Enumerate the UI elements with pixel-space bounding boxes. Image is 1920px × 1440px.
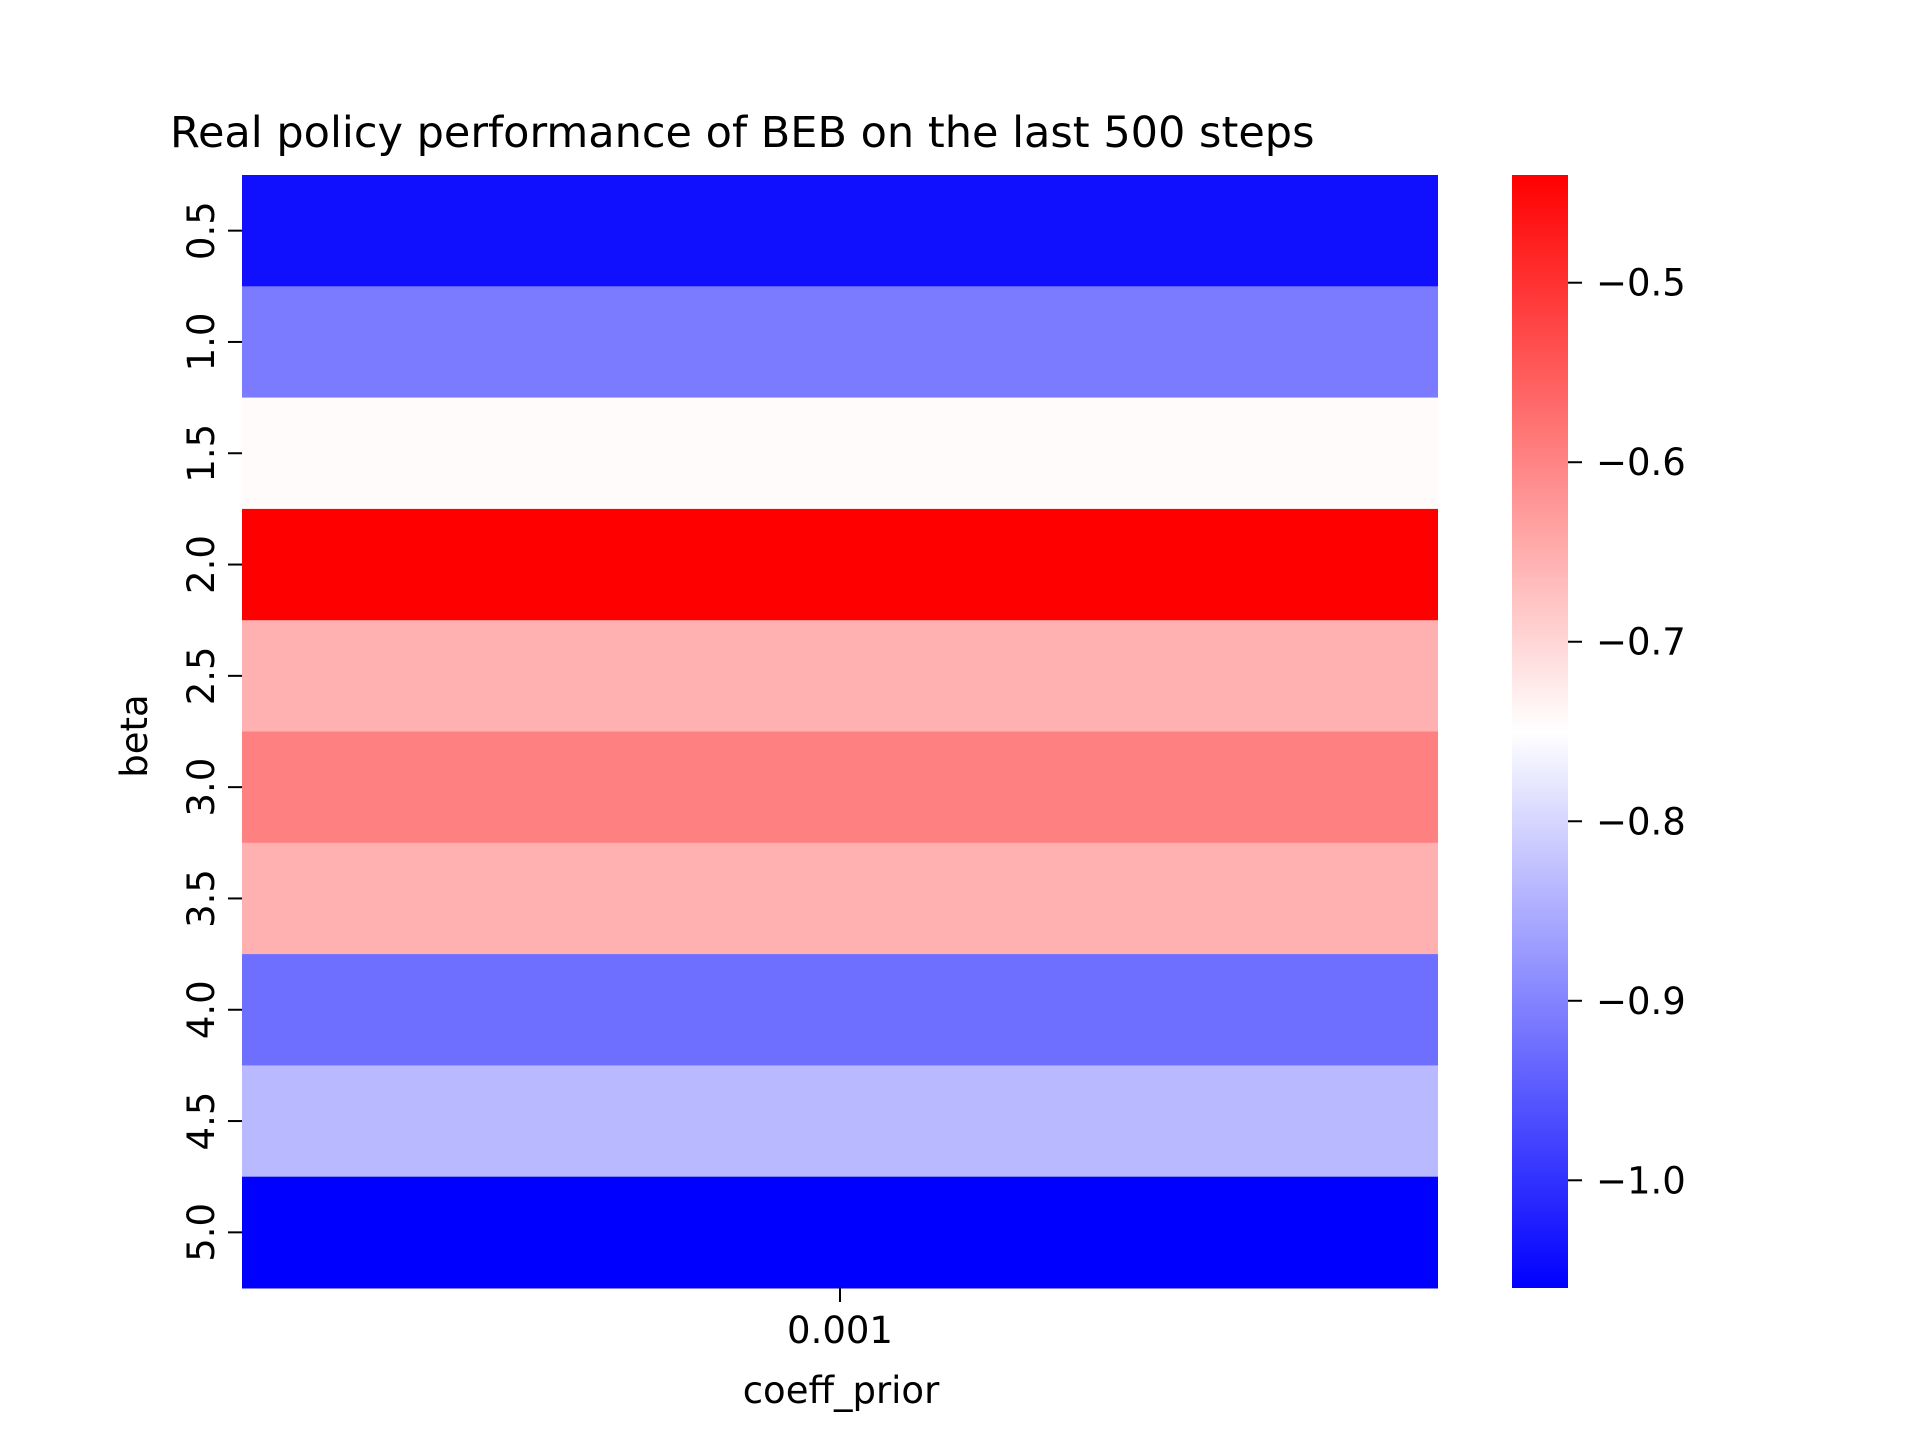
y-tick-label: 5.0 <box>180 1203 223 1262</box>
colorbar-tick-label: −0.9 <box>1596 980 1686 1023</box>
heatmap-cell <box>242 954 1438 1066</box>
heatmap-cell <box>242 508 1438 621</box>
y-axis-label: beta <box>113 694 156 777</box>
heatmap-cell <box>242 175 1438 287</box>
y-axis: 0.5 1.0 1.5 2.0 2.5 3.0 3.5 4.0 4.5 5.0 <box>180 201 242 1262</box>
y-tick-label: 3.5 <box>180 869 223 928</box>
colorbar-gradient <box>1512 175 1568 1288</box>
colorbar-tick-label: −0.5 <box>1596 262 1686 305</box>
x-tick-label: 0.001 <box>787 1309 893 1352</box>
y-tick-label: 4.0 <box>180 980 223 1039</box>
heatmap-cell <box>242 286 1438 399</box>
y-tick-label: 1.0 <box>180 313 223 372</box>
heatmap-cells <box>242 175 1438 1289</box>
heatmap-cell <box>242 397 1438 510</box>
heatmap-cell <box>242 731 1438 844</box>
colorbar-tick-label: −1.0 <box>1596 1159 1686 1202</box>
colorbar: −0.5 −0.6 −0.7 −0.8 −0.9 −1.0 <box>1512 175 1686 1288</box>
y-tick-label: 2.5 <box>180 646 223 705</box>
heatmap-cell <box>242 1176 1438 1289</box>
y-tick-label: 0.5 <box>180 201 223 260</box>
colorbar-tick-label: −0.6 <box>1596 441 1686 484</box>
colorbar-tick-label: −0.7 <box>1596 621 1686 664</box>
chart-title: Real policy performance of BEB on the la… <box>170 108 1314 158</box>
y-tick-label: 1.5 <box>180 424 223 483</box>
heatmap-cell <box>242 842 1438 955</box>
x-axis-label: coeff_prior <box>743 1369 940 1412</box>
heatmap-cell <box>242 1065 1438 1178</box>
y-tick-label: 2.0 <box>180 535 223 594</box>
x-axis: 0.001 <box>787 1288 893 1352</box>
y-tick-label: 3.0 <box>180 758 223 817</box>
colorbar-tick-label: −0.8 <box>1596 800 1686 843</box>
y-tick-label: 4.5 <box>180 1092 223 1151</box>
heatmap-cell <box>242 620 1438 732</box>
